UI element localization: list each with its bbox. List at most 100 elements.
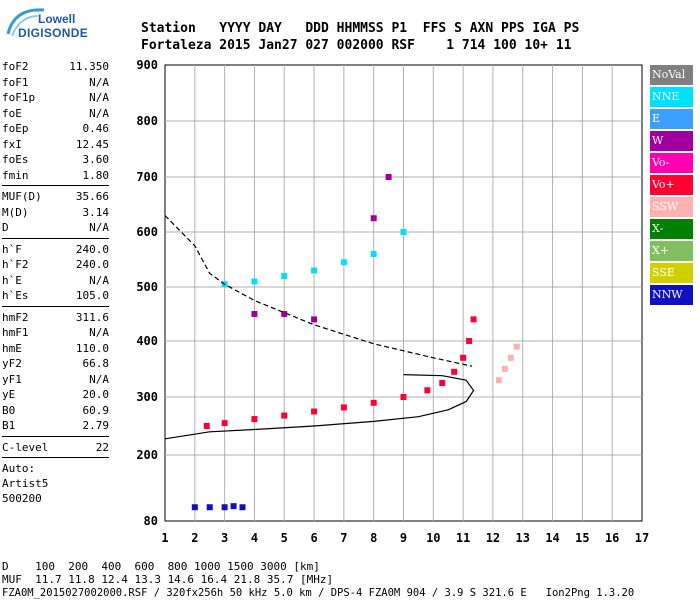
- legend-e: E: [650, 109, 693, 129]
- legend-nne: NNE: [650, 87, 693, 107]
- param-label: hmE: [2, 341, 22, 355]
- param-row: MUF(D) 35.66: [2, 189, 109, 205]
- param-separator: [2, 435, 109, 437]
- param-row: C-level 22: [2, 440, 109, 456]
- param-value: 110.0: [75, 341, 109, 355]
- x-tick-label: 15: [575, 531, 589, 545]
- trace-point: [281, 273, 288, 279]
- trace-point: [191, 504, 198, 511]
- param-label: D: [2, 221, 9, 234]
- trace-point: [439, 380, 446, 386]
- param-row: foE N/A: [2, 106, 109, 122]
- x-tick-label: 14: [545, 531, 559, 545]
- param-separator: [2, 305, 109, 307]
- y-tick-label: 400: [136, 334, 158, 348]
- trace-point: [221, 420, 228, 427]
- x-tick-label: 13: [516, 531, 530, 545]
- trace-point: [203, 423, 210, 429]
- trace-point: [460, 354, 467, 361]
- trace-point: [340, 404, 347, 411]
- polarization-legend: NoVal NNE E W Vo- Vo+ SSW X- X+ SSE NNW: [650, 65, 693, 307]
- y-tick-label: 300: [136, 390, 158, 404]
- y-tick-label: 500: [136, 280, 158, 294]
- muf-curve: [164, 215, 473, 367]
- y-tick-label: 80: [144, 514, 158, 528]
- param-row: fxI 12.45: [2, 137, 109, 153]
- param-value: N/A: [89, 273, 109, 287]
- x-tick-label: 9: [400, 531, 407, 545]
- param-row: hmF1 N/A: [2, 325, 109, 341]
- param-row: yF1 N/A: [2, 372, 109, 388]
- param-value: N/A: [89, 326, 109, 339]
- legend-x: X+: [650, 241, 693, 261]
- param-row: foEp 0.46: [2, 121, 109, 137]
- profile-curves: [164, 215, 475, 440]
- x-tick-label: 11: [456, 531, 470, 545]
- param-label: h`F2: [2, 258, 29, 271]
- legend-x: X-: [650, 219, 693, 239]
- param-label: hmF2: [2, 310, 29, 324]
- param-label: foEs: [2, 153, 29, 166]
- parameters-panel: foF2 11.350 foF1 N/A foF1p N/A foE N/A foEp 0.46 f…: [2, 59, 109, 506]
- param-value: 11.350: [69, 60, 109, 73]
- trace-point: [466, 338, 473, 344]
- footer-file-info: FZA0M_2015027002000.RSF / 320fx256h 50 k…: [2, 587, 635, 599]
- param-value: 311.6: [75, 310, 109, 324]
- param-separator: [2, 185, 109, 186]
- trace-point: [281, 311, 288, 317]
- param-value: 3.60: [82, 153, 110, 166]
- legend-ssw: SSW: [650, 197, 693, 217]
- x-tick-label: 17: [635, 531, 649, 545]
- digisonde-logo: Lowell DIGISONDE: [4, 4, 88, 44]
- x-tick-label: 10: [426, 531, 440, 545]
- param-value: N/A: [89, 221, 109, 234]
- footer-distance: D 100 200 400 600 800 1000 1500 3000 [km…: [2, 560, 320, 573]
- param-row: B0 60.9: [2, 403, 109, 419]
- param-value: 0.46: [82, 122, 110, 135]
- param-value: 66.8: [82, 357, 110, 370]
- footer-muf: MUF 11.7 11.8 12.4 13.3 14.6 16.4 21.8 3…: [2, 573, 334, 586]
- param-label: yE: [2, 388, 16, 401]
- param-value: 20.0: [82, 388, 110, 401]
- param-label: h`F: [2, 242, 22, 256]
- param-label: M(D): [2, 205, 29, 219]
- param-row: hmF2 311.6: [2, 310, 109, 326]
- header-labels: Station YYYY DAY DDD HHMMSS P1 FFS S AXN…: [141, 21, 580, 36]
- axis-ticks: 1 2 3 4 5 6 7 8 9 10 11 12 13 14 15 16 17802003004005006…: [136, 58, 649, 545]
- legend-sse: SSE: [650, 263, 693, 283]
- param-label: hmF1: [2, 326, 29, 339]
- trace-point: [251, 311, 258, 317]
- trace-point: [451, 368, 458, 375]
- logo-company: Lowell: [38, 12, 76, 26]
- param-label: foF2: [2, 60, 29, 73]
- legend-vo: Vo-: [650, 153, 693, 173]
- legend-vo: Vo+: [650, 175, 693, 195]
- param-row: B1 2.79: [2, 418, 109, 434]
- trace-point: [230, 503, 237, 510]
- param-value: 1.80: [82, 168, 110, 182]
- x-tick-label: 8: [370, 531, 377, 545]
- param-label: fxI: [2, 137, 22, 151]
- param-row: hmE 110.0: [2, 341, 109, 357]
- param-label: h`Es: [2, 289, 29, 302]
- trace-point: [340, 259, 347, 266]
- param-label: B0: [2, 403, 16, 417]
- param-label: foF1: [2, 75, 29, 89]
- param-value: 3.14: [82, 205, 110, 219]
- auto-program: Artist5: [2, 477, 49, 490]
- param-value: 240.0: [75, 258, 109, 271]
- param-label: yF1: [2, 372, 22, 386]
- trace-point: [311, 316, 318, 323]
- param-row: fmin 1.80: [2, 168, 109, 184]
- param-value: N/A: [89, 106, 109, 120]
- trace-point: [400, 229, 407, 235]
- trace-point: [311, 267, 318, 274]
- param-row: foEs 3.60: [2, 152, 109, 168]
- trace-point: [251, 278, 258, 285]
- legend-w: W: [650, 131, 693, 151]
- legend-noval: NoVal: [650, 65, 693, 85]
- x-tick-label: 1: [161, 531, 168, 545]
- trace-point: [370, 215, 377, 222]
- auto-version: 500200: [2, 492, 42, 505]
- trace-point: [251, 416, 258, 423]
